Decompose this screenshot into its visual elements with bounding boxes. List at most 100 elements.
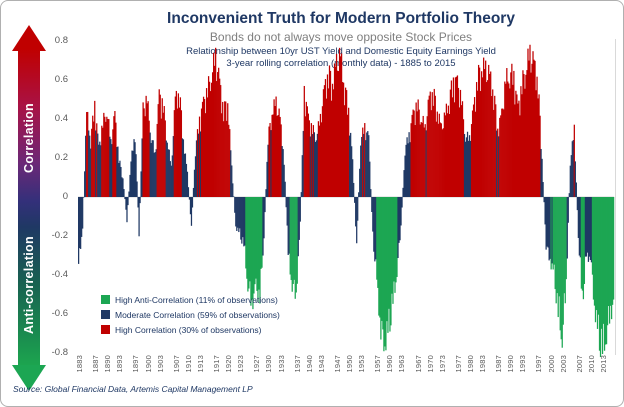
correlation-bar xyxy=(572,140,574,197)
correlation-bar xyxy=(446,113,449,197)
correlation-bar xyxy=(144,116,146,197)
correlation-bar xyxy=(199,131,202,197)
correlation-bar xyxy=(369,161,371,197)
correlation-bar xyxy=(242,197,244,238)
correlation-bar xyxy=(347,114,349,197)
correlation-bar xyxy=(316,133,319,197)
correlation-bar xyxy=(358,192,360,197)
correlation-bar xyxy=(497,128,499,197)
correlation-bar xyxy=(313,132,316,197)
x-axis-tick-label: 1943 xyxy=(316,355,326,373)
correlation-bar xyxy=(462,119,465,197)
x-axis-tick-label: 1883 xyxy=(75,355,84,373)
correlation-bar xyxy=(241,197,243,244)
correlation-bar xyxy=(192,187,195,197)
legend-swatch-icon xyxy=(101,295,110,304)
correlation-bar xyxy=(485,60,487,197)
correlation-bar xyxy=(214,65,216,198)
correlation-bar xyxy=(337,71,340,197)
correlation-bar xyxy=(321,106,324,197)
correlation-bar xyxy=(132,150,134,197)
correlation-bar xyxy=(538,94,540,197)
x-axis-tick-label: 1973 xyxy=(437,355,447,373)
correlation-bar xyxy=(534,60,536,198)
x-axis-tick-label: 1890 xyxy=(103,355,113,373)
correlation-bar xyxy=(361,136,363,197)
correlation-bar xyxy=(164,120,166,197)
correlation-bar xyxy=(101,125,103,197)
correlation-bar xyxy=(108,119,110,197)
correlation-bar xyxy=(504,81,506,197)
y-axis-tick-label: 0.4 xyxy=(54,113,68,124)
correlation-bar xyxy=(606,197,609,326)
correlation-bar xyxy=(249,197,251,282)
correlation-bar xyxy=(185,163,188,197)
correlation-bar xyxy=(189,197,192,215)
correlation-bar xyxy=(273,99,275,197)
correlation-bar xyxy=(107,118,109,197)
correlation-bar xyxy=(555,197,557,304)
x-axis-tick-label: 1967 xyxy=(413,355,423,373)
correlation-bar xyxy=(531,63,533,197)
correlation-bar xyxy=(433,88,435,197)
correlation-bar xyxy=(522,70,524,197)
correlation-bar xyxy=(413,110,415,197)
correlation-bar xyxy=(226,120,228,197)
correlation-bar xyxy=(488,64,490,197)
correlation-bar xyxy=(277,114,279,197)
correlation-bar xyxy=(575,182,577,197)
correlation-bar xyxy=(512,84,514,197)
correlation-bar xyxy=(600,197,603,329)
correlation-bar xyxy=(235,197,237,227)
correlation-bar xyxy=(363,133,365,197)
correlation-bar xyxy=(486,82,488,197)
correlation-bar xyxy=(131,150,133,197)
correlation-bar xyxy=(521,94,523,197)
correlation-bar xyxy=(552,197,554,270)
correlation-bar xyxy=(523,74,525,197)
correlation-bar xyxy=(318,125,321,197)
correlation-bar xyxy=(291,197,293,292)
correlation-bar xyxy=(442,128,444,197)
correlation-bar xyxy=(396,197,398,277)
x-axis-tick-label: 1987 xyxy=(494,355,504,373)
correlation-bar xyxy=(609,197,612,306)
correlation-bar xyxy=(401,197,403,208)
correlation-bar xyxy=(203,99,206,197)
x-axis-tick-label: 2000 xyxy=(546,355,556,373)
correlation-bar xyxy=(246,197,248,279)
correlation-bar xyxy=(229,129,231,197)
correlation-bar xyxy=(197,133,200,197)
correlation-bar xyxy=(116,147,118,197)
legend-swatch-icon xyxy=(101,325,110,334)
correlation-bar xyxy=(293,197,295,280)
correlation-bar xyxy=(509,88,511,197)
correlation-bar xyxy=(221,113,223,197)
correlation-bar xyxy=(275,96,277,197)
correlation-bar xyxy=(472,104,475,197)
correlation-bar xyxy=(541,158,543,197)
x-axis-tick-label: 1940 xyxy=(304,355,314,373)
correlation-bar xyxy=(163,106,165,197)
x-axis-tick-label: 1950 xyxy=(345,355,354,373)
correlation-bar xyxy=(484,69,486,197)
correlation-bar xyxy=(416,111,418,197)
correlation-bar xyxy=(429,91,431,197)
correlation-bar xyxy=(200,108,203,197)
correlation-bar xyxy=(454,77,457,197)
correlation-bar xyxy=(303,85,305,197)
correlation-bar xyxy=(567,197,569,223)
correlation-bar xyxy=(510,72,512,197)
correlation-bar xyxy=(611,197,614,305)
correlation-bar xyxy=(123,189,125,197)
y-axis-tick-label: -0.6 xyxy=(51,308,68,319)
correlation-bar xyxy=(498,136,500,197)
correlation-bar xyxy=(265,189,267,197)
correlation-bar xyxy=(139,197,141,204)
correlation-bar xyxy=(267,144,269,197)
correlation-bar xyxy=(553,197,555,265)
correlation-bar xyxy=(127,197,129,206)
correlation-bar xyxy=(327,88,330,197)
correlation-bar xyxy=(481,71,483,197)
correlation-bar xyxy=(95,130,97,197)
